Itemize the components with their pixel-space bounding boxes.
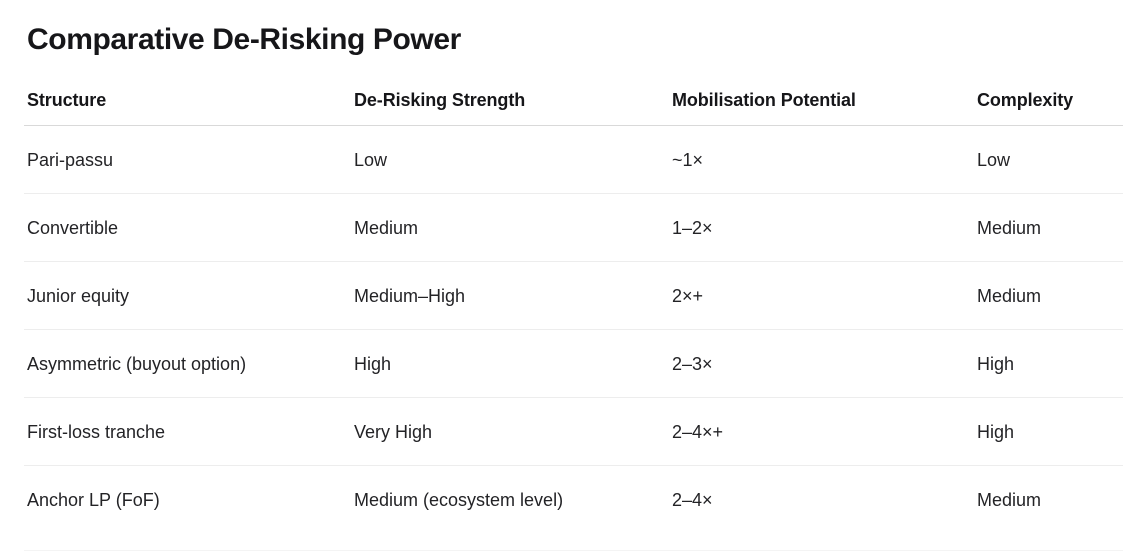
- cell-derisking-strength: Medium (ecosystem level): [354, 490, 564, 510]
- table-row: Asymmetric (buyout option) High 2–3× Hig…: [24, 330, 1123, 398]
- cell-complexity: High: [977, 353, 1015, 374]
- cell-mobilisation-potential: 2–4×+: [672, 421, 724, 442]
- comparison-table: Structure De-Risking Strength Mobilisati…: [24, 59, 1123, 551]
- cell-structure: Asymmetric (buyout option): [27, 353, 247, 374]
- cell-complexity: Low: [977, 149, 1011, 170]
- cell-structure: Convertible: [27, 217, 119, 238]
- table-header-row: Structure De-Risking Strength Mobilisati…: [24, 59, 1123, 126]
- page: Comparative De-Risking Power Structure D…: [0, 21, 1126, 554]
- cell-mobilisation-potential: 2–4×: [672, 490, 713, 510]
- cell-derisking-strength: Medium: [354, 217, 419, 238]
- page-title: Comparative De-Risking Power: [27, 23, 461, 56]
- cell-mobilisation-potential: 2×+: [672, 285, 704, 306]
- cell-derisking-strength: High: [354, 353, 392, 374]
- cell-complexity: High: [977, 421, 1015, 442]
- table-row: Convertible Medium 1–2× Medium: [24, 194, 1123, 262]
- cell-complexity: Medium: [977, 490, 1042, 510]
- header-cell-complexity: Complexity: [977, 90, 1074, 110]
- header-cell-derisking-strength: De-Risking Strength: [354, 90, 526, 110]
- cell-derisking-strength: Very High: [354, 421, 433, 442]
- cell-derisking-strength: Medium–High: [354, 285, 466, 306]
- cell-structure: Junior equity: [27, 285, 130, 306]
- cell-mobilisation-potential: 1–2×: [672, 217, 713, 238]
- cell-mobilisation-potential: 2–3×: [672, 353, 713, 374]
- cell-complexity: Medium: [977, 285, 1042, 306]
- cell-structure: Pari-passu: [27, 149, 114, 170]
- cell-structure: Anchor LP (FoF): [27, 490, 160, 510]
- cell-derisking-strength: Low: [354, 149, 388, 170]
- table-row: Junior equity Medium–High 2×+ Medium: [24, 262, 1123, 330]
- table-row: First-loss tranche Very High 2–4×+ High: [24, 398, 1123, 466]
- header-cell-mobilisation-potential: Mobilisation Potential: [672, 90, 856, 110]
- header-cell-structure: Structure: [27, 90, 107, 110]
- cell-mobilisation-potential: ~1×: [672, 149, 704, 170]
- table-row: Anchor LP (FoF) Medium (ecosystem level)…: [24, 466, 1123, 534]
- table-row: Pari-passu Low ~1× Low: [24, 126, 1123, 194]
- cell-complexity: Medium: [977, 217, 1042, 238]
- cell-structure: First-loss tranche: [27, 421, 166, 442]
